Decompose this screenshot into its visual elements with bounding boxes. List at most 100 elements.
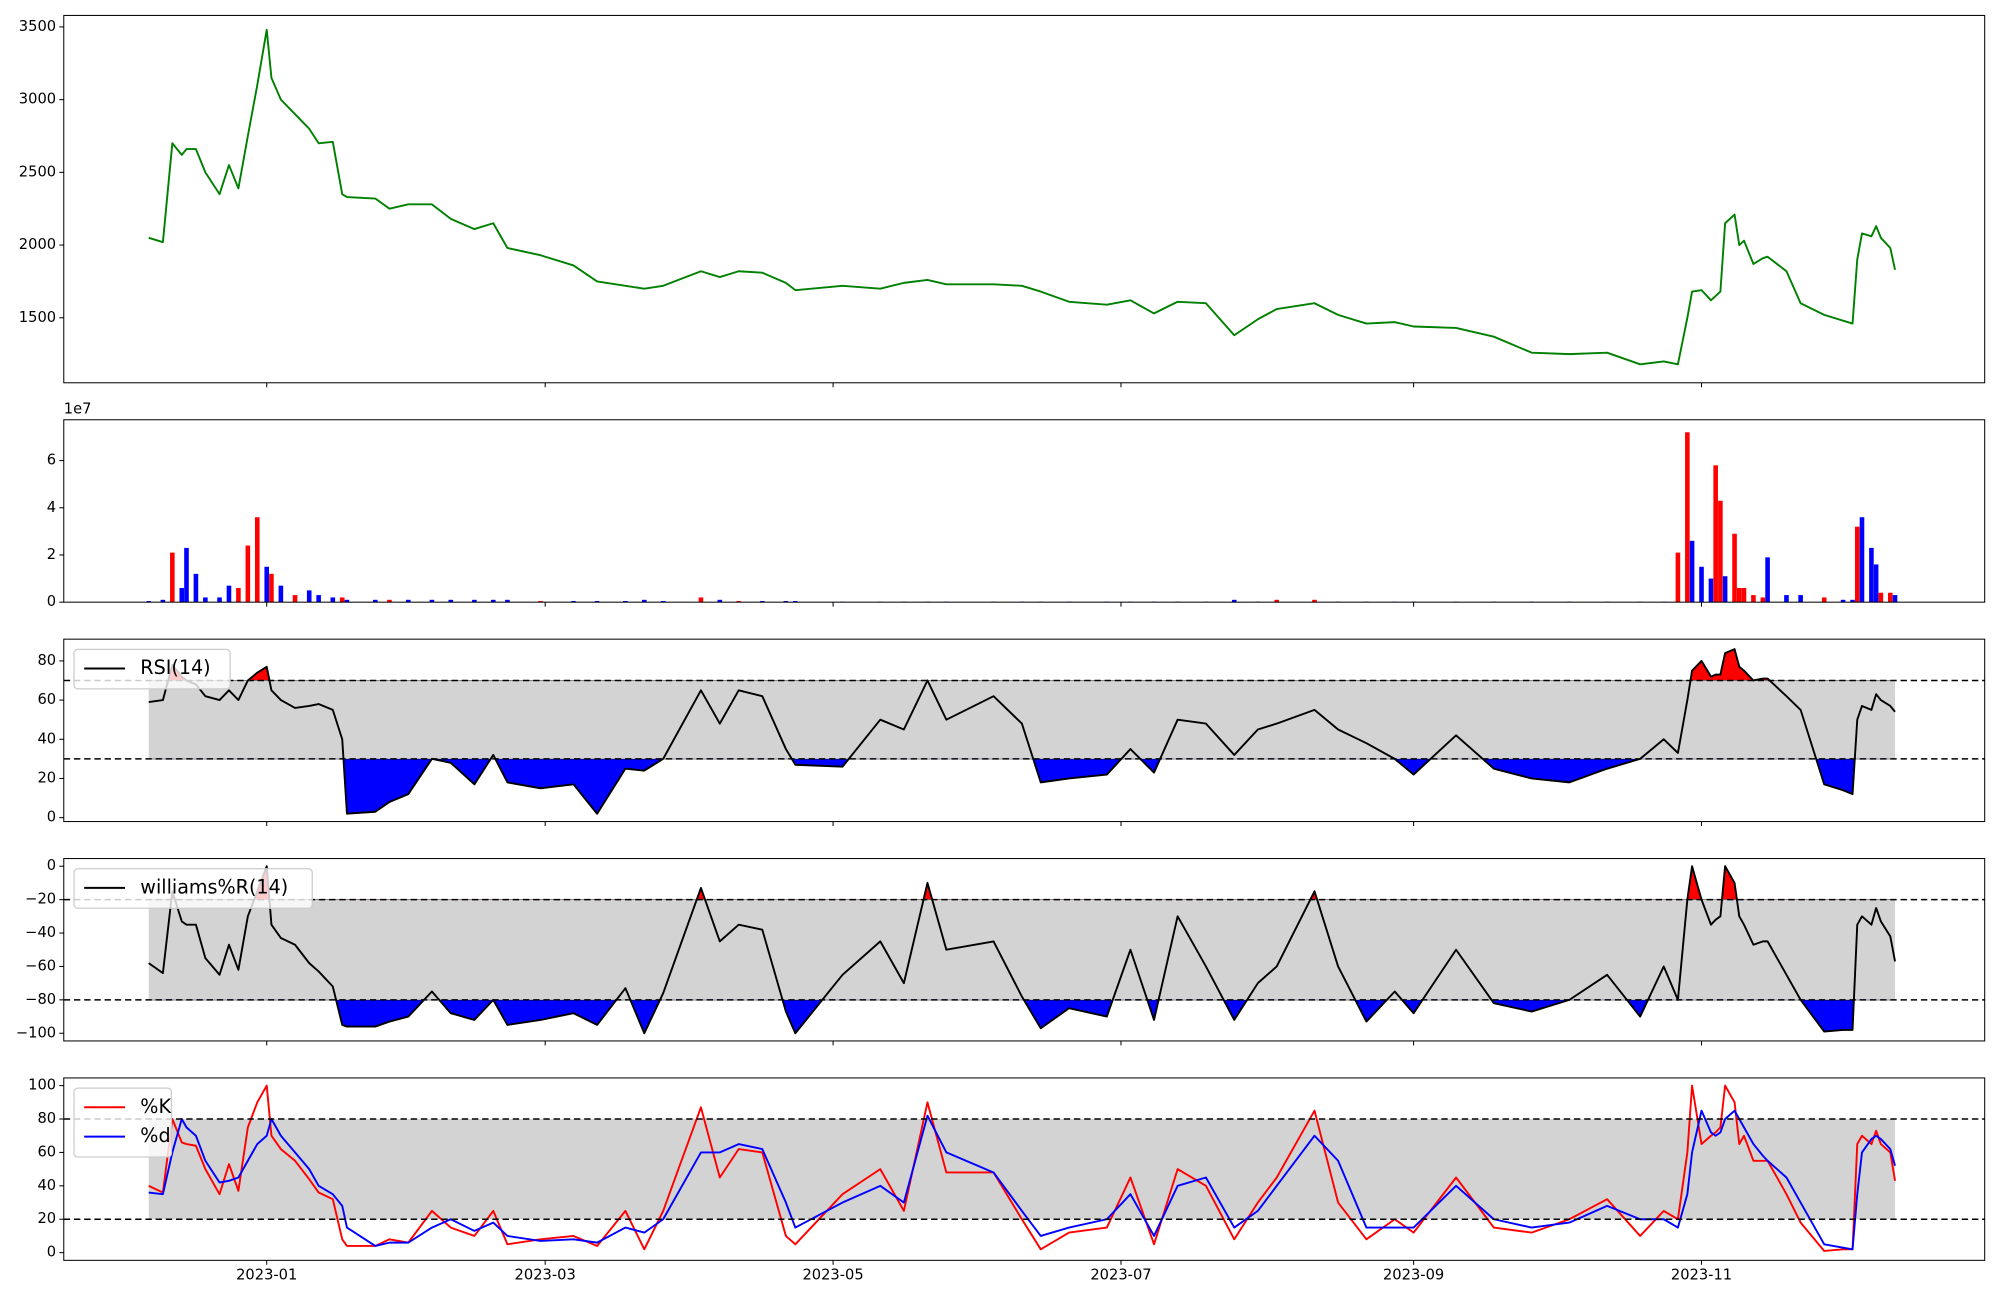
x-tick-label: 2023-03 <box>515 1267 576 1284</box>
bar <box>387 599 392 603</box>
bar <box>1689 540 1695 603</box>
bar <box>203 597 208 603</box>
y-tick-label: 6 <box>47 452 56 469</box>
bar <box>1854 526 1860 603</box>
y-tick-label: −20 <box>25 891 56 908</box>
band <box>148 899 1896 1000</box>
bar <box>623 600 628 603</box>
bar <box>226 585 232 603</box>
y-tick-label: 40 <box>37 730 56 747</box>
bar <box>316 595 321 603</box>
plot-area <box>148 648 1896 815</box>
y-tick-label: −80 <box>25 991 56 1008</box>
bar <box>1741 588 1747 603</box>
axes-frame <box>63 14 1986 384</box>
y-tick-label: −60 <box>25 957 56 974</box>
bar <box>793 600 798 603</box>
bar <box>1718 500 1723 603</box>
bar <box>264 566 270 603</box>
bar <box>160 599 166 603</box>
bar <box>306 590 312 603</box>
bar <box>236 588 241 603</box>
plot-area <box>146 432 1898 603</box>
bar <box>490 599 496 603</box>
x-tick-label: 2023-11 <box>1671 1267 1732 1284</box>
bar <box>1859 517 1865 603</box>
data-line <box>148 1084 1896 1252</box>
bar <box>1685 432 1690 603</box>
bar <box>1892 595 1898 603</box>
y-tick-label: 2 <box>47 546 56 563</box>
plot-area <box>148 1084 1896 1252</box>
bar <box>448 599 454 603</box>
bar <box>170 552 175 603</box>
bar <box>505 599 510 603</box>
x-tick-label: 2023-05 <box>802 1267 863 1284</box>
y-tick-label: 80 <box>37 652 56 669</box>
y-tick-label: 60 <box>37 691 56 708</box>
bar <box>571 600 576 603</box>
bar <box>1765 557 1770 603</box>
bar <box>1760 597 1766 603</box>
data-line <box>148 865 1896 1035</box>
bar <box>759 600 765 603</box>
data-line <box>148 1109 1896 1251</box>
y-tick-label: 1500 <box>19 309 56 326</box>
y-tick-label: 0 <box>47 809 56 826</box>
bar <box>1784 595 1789 603</box>
y-tick-label: 2500 <box>19 163 56 180</box>
bar <box>254 517 260 603</box>
plot-area <box>148 864 1896 1035</box>
bar <box>1888 592 1893 603</box>
bar <box>1675 552 1681 603</box>
data-line <box>148 28 1896 366</box>
y-tick-label: −100 <box>16 1024 56 1041</box>
bar <box>292 595 298 603</box>
y-tick-label: 100 <box>28 1077 56 1094</box>
data-line <box>148 648 1896 815</box>
y-tick-label: 20 <box>37 769 56 786</box>
legend-label: williams%R(14) <box>140 875 288 898</box>
bar <box>717 599 723 603</box>
bar <box>1736 588 1742 603</box>
y-tick-label: 0 <box>47 857 56 874</box>
bar <box>783 600 789 603</box>
bar <box>146 600 152 603</box>
axes-frame <box>63 419 1986 603</box>
bar <box>1231 599 1237 603</box>
bar <box>1699 566 1704 603</box>
bar <box>660 600 666 603</box>
bar <box>344 599 350 603</box>
bar <box>1274 599 1280 603</box>
legend-box <box>73 648 231 690</box>
bar <box>594 600 600 603</box>
bar <box>179 588 185 603</box>
offset-label: 1e7 <box>64 401 92 418</box>
bar <box>330 597 336 603</box>
bar <box>184 547 189 603</box>
bar <box>1821 597 1827 603</box>
bar <box>1312 599 1317 603</box>
y-tick-label: 40 <box>37 1177 56 1194</box>
y-tick-label: 4 <box>47 499 56 516</box>
bar <box>372 599 378 603</box>
bar <box>1873 564 1879 603</box>
y-tick-label: 20 <box>37 1210 56 1227</box>
x-tick-label: 2023-09 <box>1383 1267 1444 1284</box>
y-tick-label: 3000 <box>19 91 56 108</box>
y-tick-label: 60 <box>37 1143 56 1160</box>
bar <box>406 599 411 603</box>
y-tick-label: −40 <box>25 924 56 941</box>
bar <box>193 573 199 603</box>
bar <box>1869 547 1874 603</box>
legend-box <box>73 1087 173 1158</box>
y-tick-label: 0 <box>47 593 56 610</box>
bar <box>1840 599 1846 603</box>
bar <box>1850 599 1855 603</box>
bar <box>429 599 435 603</box>
y-tick-label: 0 <box>47 1244 56 1261</box>
bar <box>217 597 222 603</box>
